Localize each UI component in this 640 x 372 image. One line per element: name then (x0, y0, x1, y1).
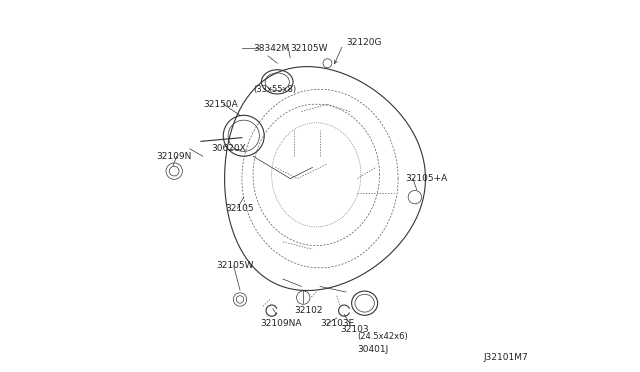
Text: 32102: 32102 (294, 306, 323, 315)
Text: 32109N: 32109N (156, 152, 192, 161)
Text: 32150A: 32150A (203, 100, 237, 109)
Text: 32105W: 32105W (291, 44, 328, 53)
Text: 32120G: 32120G (346, 38, 381, 47)
Text: (24.5x42x6): (24.5x42x6) (357, 332, 408, 341)
Text: 30620X: 30620X (211, 144, 246, 153)
Text: 32103E: 32103E (320, 319, 355, 328)
Text: 32105W: 32105W (216, 262, 253, 270)
Text: 30401J: 30401J (357, 345, 388, 354)
Text: (33x55x8): (33x55x8) (253, 85, 296, 94)
Text: 32105: 32105 (225, 204, 254, 213)
Text: J32101M7: J32101M7 (484, 353, 529, 362)
Text: 32105+A: 32105+A (406, 174, 448, 183)
Text: 38342M: 38342M (253, 44, 289, 53)
Text: 32103: 32103 (340, 325, 369, 334)
Text: 32109NA: 32109NA (260, 319, 302, 328)
